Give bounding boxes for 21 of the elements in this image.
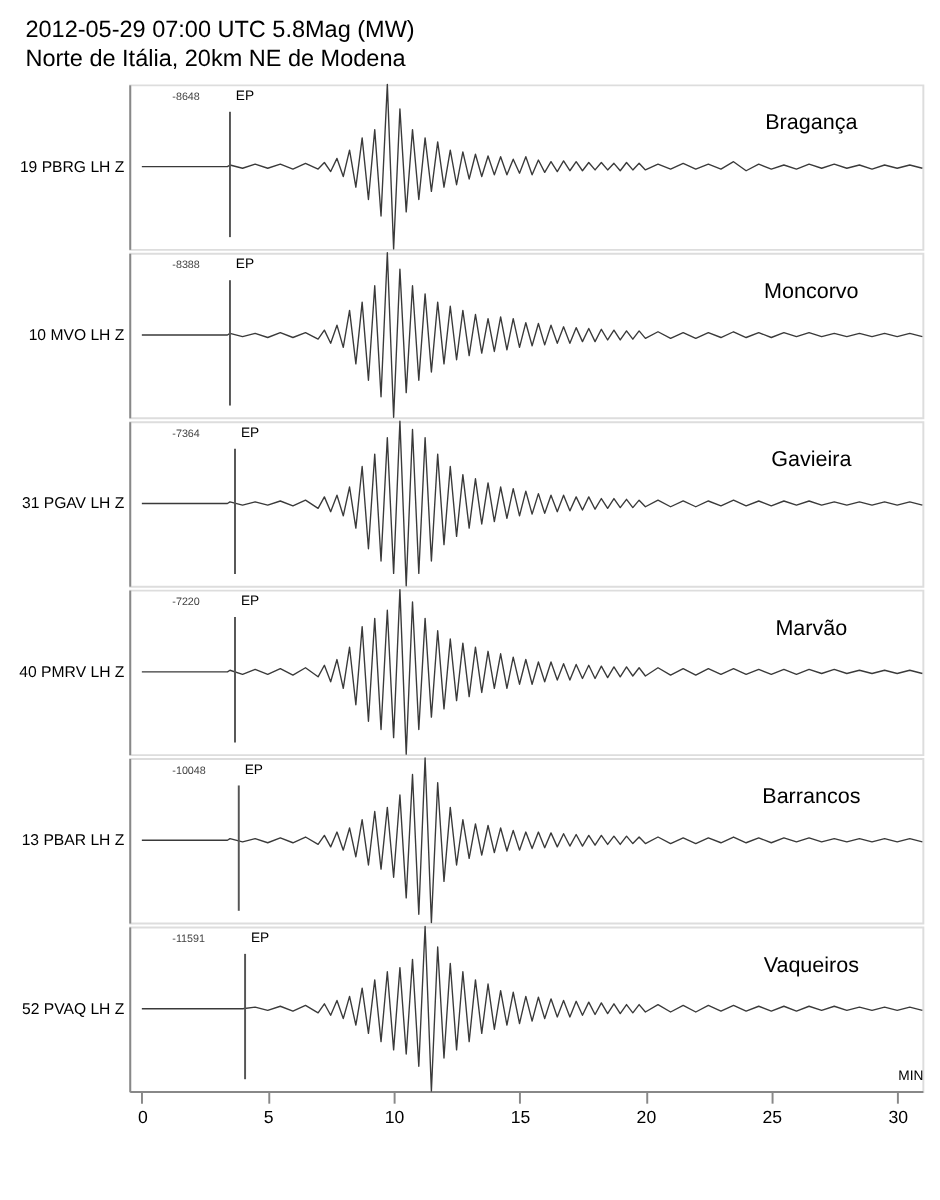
x-tick-label: 25 bbox=[762, 1107, 783, 1128]
annotation: Vaqueiros bbox=[763, 953, 860, 978]
y-axis-title: 40 PMRV LH Z bbox=[19, 662, 125, 681]
y-axis-title: 10 MVO LH Z bbox=[28, 325, 125, 344]
y-axis-title: 19 PBRG LH Z bbox=[19, 157, 125, 176]
annotation: Moncorvo bbox=[764, 279, 859, 304]
x-tick-label: 15 bbox=[510, 1107, 531, 1128]
x-tick-label: 10 bbox=[384, 1107, 405, 1128]
x-tick-label: 5 bbox=[263, 1107, 274, 1128]
chart-title: 2012-05-29 07:00 UTC 5.8Mag (MW) bbox=[25, 16, 415, 43]
chart-subtitle: Norte de Itália, 20km NE de Modena bbox=[25, 46, 407, 73]
annotation: Gavieira bbox=[771, 448, 852, 473]
annotation: Barrancos bbox=[762, 785, 861, 810]
x-tick-label: 0 bbox=[137, 1107, 148, 1128]
y-axis-title: 13 PBAR LH Z bbox=[21, 831, 125, 850]
x-tick-label: 20 bbox=[636, 1107, 657, 1128]
y-axis-title: 52 PVAQ LH Z bbox=[21, 999, 125, 1018]
y-axis-title: 31 PGAV LH Z bbox=[21, 494, 125, 513]
annotation: Bragança bbox=[765, 111, 858, 136]
x-tick-label: 30 bbox=[888, 1107, 909, 1128]
annotation: Marvão bbox=[775, 616, 848, 641]
